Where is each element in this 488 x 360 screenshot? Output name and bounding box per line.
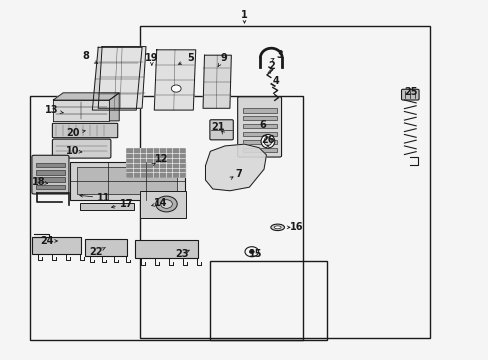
Bar: [242, 108, 276, 113]
Text: 23: 23: [175, 248, 188, 258]
Text: 10: 10: [66, 146, 80, 156]
Polygon shape: [98, 46, 146, 108]
Text: 2: 2: [267, 61, 274, 71]
Text: 20: 20: [66, 129, 80, 138]
FancyBboxPatch shape: [52, 123, 118, 138]
Bar: [77, 167, 177, 194]
Text: 12: 12: [155, 154, 168, 164]
FancyBboxPatch shape: [52, 139, 111, 158]
Bar: [242, 124, 276, 129]
Bar: [36, 177, 64, 182]
Circle shape: [171, 85, 181, 92]
Bar: [140, 191, 185, 218]
Text: 3: 3: [276, 50, 283, 60]
Text: 5: 5: [187, 53, 194, 63]
FancyBboxPatch shape: [237, 97, 281, 157]
Bar: [36, 163, 64, 167]
Polygon shape: [53, 100, 109, 121]
Polygon shape: [203, 55, 231, 108]
Bar: [70, 162, 184, 200]
Polygon shape: [109, 93, 119, 121]
Text: 26: 26: [261, 135, 274, 145]
Bar: [84, 239, 127, 256]
Text: 9: 9: [220, 53, 226, 63]
FancyBboxPatch shape: [401, 89, 418, 100]
Bar: [36, 170, 64, 175]
Polygon shape: [154, 50, 195, 110]
Bar: [242, 132, 276, 136]
Circle shape: [249, 250, 254, 253]
Bar: [32, 237, 81, 253]
Bar: [242, 148, 276, 152]
Bar: [210, 261, 327, 339]
Bar: [80, 203, 134, 211]
Bar: [135, 239, 198, 258]
Bar: [242, 140, 276, 144]
Text: 1: 1: [241, 10, 247, 20]
FancyBboxPatch shape: [32, 155, 69, 194]
Ellipse shape: [274, 226, 281, 229]
Text: 15: 15: [248, 248, 262, 258]
Text: 21: 21: [210, 122, 224, 132]
Text: 19: 19: [145, 53, 158, 63]
Polygon shape: [92, 47, 142, 110]
Ellipse shape: [270, 224, 284, 230]
Text: 22: 22: [89, 247, 102, 257]
Text: 25: 25: [404, 87, 417, 97]
Text: 18: 18: [32, 177, 45, 187]
Text: 14: 14: [154, 198, 167, 208]
Circle shape: [156, 196, 177, 212]
Bar: [36, 185, 64, 189]
Polygon shape: [205, 144, 266, 191]
Text: 13: 13: [45, 105, 59, 115]
Text: 8: 8: [82, 51, 89, 61]
Bar: [140, 26, 429, 338]
Ellipse shape: [264, 137, 271, 145]
Text: 24: 24: [40, 236, 54, 246]
Bar: [242, 116, 276, 121]
Polygon shape: [53, 93, 119, 100]
Bar: [30, 96, 303, 339]
Text: 16: 16: [290, 222, 303, 232]
Ellipse shape: [261, 134, 274, 148]
Text: 6: 6: [259, 121, 266, 130]
Circle shape: [160, 200, 172, 208]
Text: 11: 11: [97, 193, 111, 203]
Text: 4: 4: [272, 76, 279, 86]
Text: 7: 7: [235, 168, 242, 179]
FancyBboxPatch shape: [209, 120, 233, 140]
Text: 17: 17: [120, 199, 133, 210]
Bar: [126, 148, 184, 177]
